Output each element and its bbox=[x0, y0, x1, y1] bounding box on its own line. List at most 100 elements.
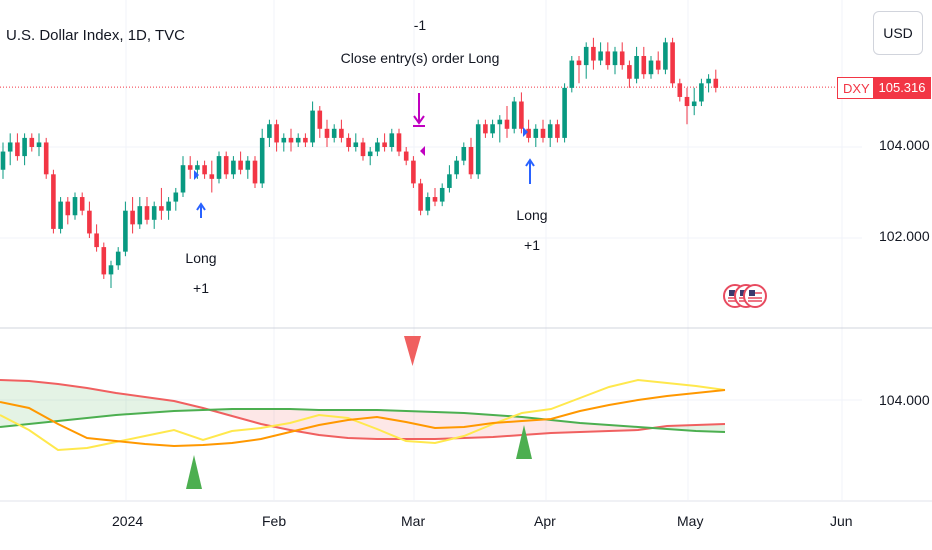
cloud-fill bbox=[87, 388, 116, 418]
candle-body bbox=[475, 124, 481, 175]
candle-body bbox=[15, 142, 20, 157]
candle-body bbox=[231, 160, 236, 175]
cloud-fill bbox=[0, 380, 29, 427]
candle-body bbox=[0, 151, 6, 170]
time-tick-label: Mar bbox=[401, 513, 426, 529]
candle-body bbox=[425, 197, 431, 211]
candle-body bbox=[137, 206, 143, 225]
candle-body bbox=[310, 110, 315, 143]
indicator-line-green bbox=[0, 408, 726, 433]
candle-body bbox=[663, 42, 668, 70]
entry-marker bbox=[194, 170, 199, 180]
candle-body bbox=[94, 233, 99, 248]
long-entry-arrow bbox=[525, 158, 535, 184]
candle-body bbox=[317, 110, 323, 129]
candle-body bbox=[497, 119, 503, 125]
candle-body bbox=[591, 46, 596, 61]
indicator-line-red bbox=[0, 379, 726, 440]
last-price-tag: 105.316 bbox=[873, 77, 931, 99]
candle-body bbox=[22, 137, 27, 157]
indicator-tick-label: 104.000 bbox=[879, 392, 930, 408]
candle-body bbox=[655, 60, 661, 70]
candle-body bbox=[339, 128, 344, 138]
candle-body bbox=[583, 46, 589, 66]
entry-marker bbox=[523, 127, 528, 137]
candle-body bbox=[173, 192, 179, 202]
candle-body bbox=[295, 137, 301, 143]
candle-body bbox=[598, 51, 603, 61]
candle-body bbox=[504, 119, 510, 129]
candle-body bbox=[108, 265, 114, 275]
candle-body bbox=[432, 197, 438, 202]
candle-body bbox=[29, 137, 35, 147]
candle-body bbox=[353, 142, 359, 147]
symbol-tag: DXY bbox=[837, 77, 876, 99]
time-tick-label: Jun bbox=[830, 513, 853, 529]
candle-body bbox=[526, 128, 531, 138]
candle-body bbox=[562, 87, 567, 138]
candle-body bbox=[389, 133, 395, 147]
candle-body bbox=[511, 101, 517, 129]
candle-body bbox=[209, 174, 215, 179]
currency-button[interactable]: USD bbox=[873, 11, 923, 55]
candle-body bbox=[87, 210, 92, 234]
candle-body bbox=[58, 201, 63, 229]
close-order-qty: -1 bbox=[413, 17, 427, 33]
candle-body bbox=[115, 251, 121, 266]
candle-body bbox=[447, 174, 452, 188]
candle-body bbox=[51, 174, 56, 229]
candle-body bbox=[36, 142, 42, 147]
close-order-arrow bbox=[413, 93, 425, 127]
candle-body bbox=[245, 160, 251, 170]
candle-body bbox=[144, 206, 150, 220]
candle-body bbox=[123, 210, 128, 252]
candle-body bbox=[468, 147, 474, 175]
cloud-fill bbox=[58, 384, 87, 421]
us-flag-icon bbox=[740, 290, 746, 296]
candle-body bbox=[375, 142, 380, 152]
sell-signal-triangle bbox=[404, 336, 421, 366]
candle-body bbox=[274, 124, 279, 143]
candle-body bbox=[418, 183, 423, 211]
long-entry-arrow bbox=[196, 202, 206, 218]
candle-body bbox=[533, 128, 539, 138]
candle-body bbox=[648, 60, 654, 75]
candle-body bbox=[65, 201, 71, 216]
candle-body bbox=[634, 56, 639, 79]
candle-body bbox=[195, 165, 200, 170]
candle-body bbox=[540, 128, 546, 138]
candle-body bbox=[403, 151, 409, 161]
candle-body bbox=[324, 128, 330, 138]
cloud-fill bbox=[232, 409, 261, 424]
candle-body bbox=[691, 101, 697, 107]
candle-body bbox=[641, 56, 647, 75]
chart-title: U.S. Dollar Index, 1D, TVC bbox=[6, 27, 185, 44]
candle-body bbox=[706, 78, 711, 84]
candle-body bbox=[605, 51, 611, 66]
candle-body bbox=[411, 160, 416, 184]
cloud-fill bbox=[290, 409, 319, 435]
candle-body bbox=[288, 137, 294, 143]
us-flag-icon bbox=[748, 292, 762, 302]
candle-body bbox=[252, 160, 258, 184]
buy-signal-triangle bbox=[186, 455, 202, 489]
candle-body bbox=[7, 142, 13, 152]
candle-body bbox=[72, 197, 78, 216]
candle-body bbox=[382, 142, 387, 147]
time-tick-label: 2024 bbox=[112, 513, 144, 529]
candle-body bbox=[259, 137, 265, 184]
candle-body bbox=[576, 60, 582, 66]
candle-body bbox=[713, 78, 719, 88]
candle-body bbox=[130, 210, 135, 225]
price-tick-label: 104.000 bbox=[879, 137, 930, 153]
price-tick-label: 102.000 bbox=[879, 228, 930, 244]
candle-body bbox=[267, 124, 272, 138]
us-flag-icon bbox=[749, 290, 755, 296]
candle-body bbox=[331, 128, 337, 138]
close-order-text: Close entry(s) order Long bbox=[340, 50, 500, 66]
candle-body bbox=[202, 165, 207, 175]
indicator-line-orange bbox=[0, 389, 726, 448]
candle-body bbox=[166, 201, 171, 211]
candle-body bbox=[43, 142, 49, 175]
